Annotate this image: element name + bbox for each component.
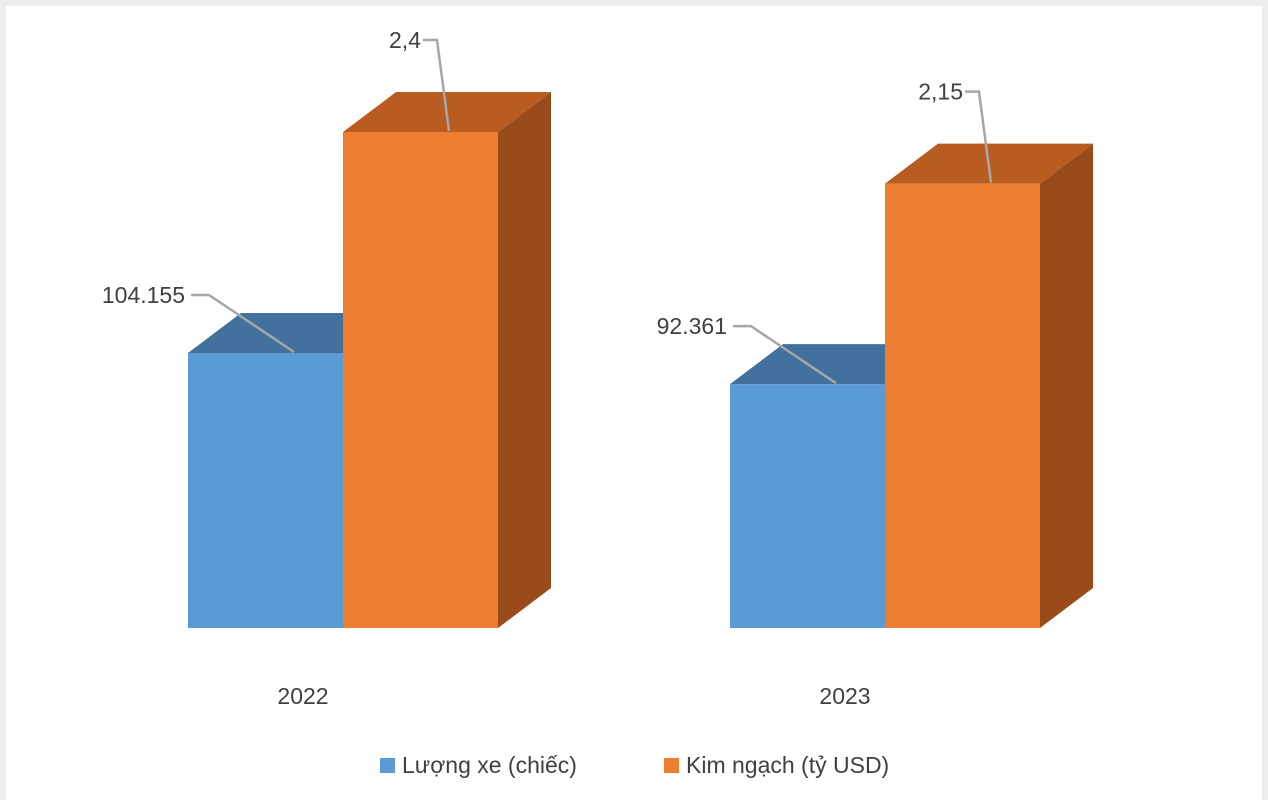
legend-label-kim-ngach: Kim ngạch (tỷ USD) (686, 752, 889, 778)
category-label-2022: 2022 (277, 683, 328, 709)
legend: Lượng xe (chiếc) Kim ngạch (tỷ USD) (380, 752, 889, 778)
bar-side-kim-2022 (498, 92, 551, 628)
bar-kim-ngach-2022 (343, 132, 498, 628)
legend-label-luong-xe: Lượng xe (chiếc) (402, 752, 577, 778)
leader-line-luong-xe-2023 (733, 324, 837, 385)
data-label-luong-xe-2023: 92.361 (657, 313, 727, 339)
data-label-kim-ngach-2023: 2,15 (918, 79, 963, 105)
category-label-2023: 2023 (819, 683, 870, 709)
category-labels-layer: 2022 2023 (277, 683, 870, 709)
leader-line-kim-ngach-2023 (965, 90, 993, 183)
data-labels-layer: 104.155 2,4 92.361 2,15 (102, 27, 963, 339)
leader-line-kim-ngach-2022 (423, 38, 451, 132)
data-label-luong-xe-2022: 104.155 (102, 282, 185, 308)
legend-swatch-kim-ngach (664, 758, 679, 773)
bar-kim-ngach-2023 (885, 183, 1040, 628)
legend-swatch-luong-xe (380, 758, 395, 773)
data-label-kim-ngach-2022: 2,4 (389, 27, 421, 53)
bar-side-kim-2023 (1040, 143, 1093, 628)
bar-luong-xe-2022 (188, 353, 343, 628)
bars-layer (188, 92, 1093, 628)
leader-line-luong-xe-2022 (191, 293, 295, 354)
leader-lines-layer (191, 38, 993, 385)
bar-luong-xe-2023 (730, 384, 885, 628)
